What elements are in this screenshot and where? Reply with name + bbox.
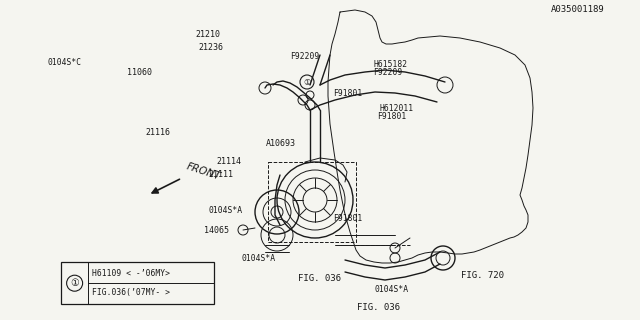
Text: ①: ① (70, 278, 79, 288)
Text: 0104S*A: 0104S*A (242, 254, 276, 263)
Text: F91801: F91801 (378, 112, 407, 121)
Text: 21210: 21210 (195, 30, 220, 39)
Text: 21116: 21116 (146, 128, 171, 137)
Text: 21236: 21236 (198, 43, 223, 52)
Text: F91801: F91801 (333, 89, 362, 98)
Text: FIG. 036: FIG. 036 (357, 303, 400, 312)
Text: A035001189: A035001189 (550, 5, 604, 14)
Text: FRONT: FRONT (185, 162, 222, 182)
Text: H61109 < -’06MY>: H61109 < -’06MY> (92, 269, 170, 278)
Text: FIG.036(’07MY- >: FIG.036(’07MY- > (92, 288, 170, 297)
Text: 0104S*A: 0104S*A (374, 285, 408, 294)
Text: ①: ① (303, 77, 311, 86)
Text: H612011: H612011 (380, 104, 413, 113)
Text: 11060: 11060 (127, 68, 152, 76)
Text: F91801: F91801 (333, 214, 362, 223)
Text: F92209: F92209 (373, 68, 403, 77)
Text: 0104S*A: 0104S*A (209, 206, 243, 215)
Text: FIG. 036: FIG. 036 (298, 274, 340, 283)
Bar (268, 162, 356, 242)
Text: A10693: A10693 (266, 139, 296, 148)
Bar (61, 262, 214, 304)
Text: F92209: F92209 (290, 52, 319, 60)
Text: H615182: H615182 (373, 60, 407, 68)
Text: 21114: 21114 (216, 157, 241, 166)
Text: 14065: 14065 (204, 226, 228, 235)
Text: 0104S*C: 0104S*C (48, 58, 82, 67)
Text: 21111: 21111 (209, 170, 234, 179)
Text: FIG. 720: FIG. 720 (461, 271, 504, 280)
